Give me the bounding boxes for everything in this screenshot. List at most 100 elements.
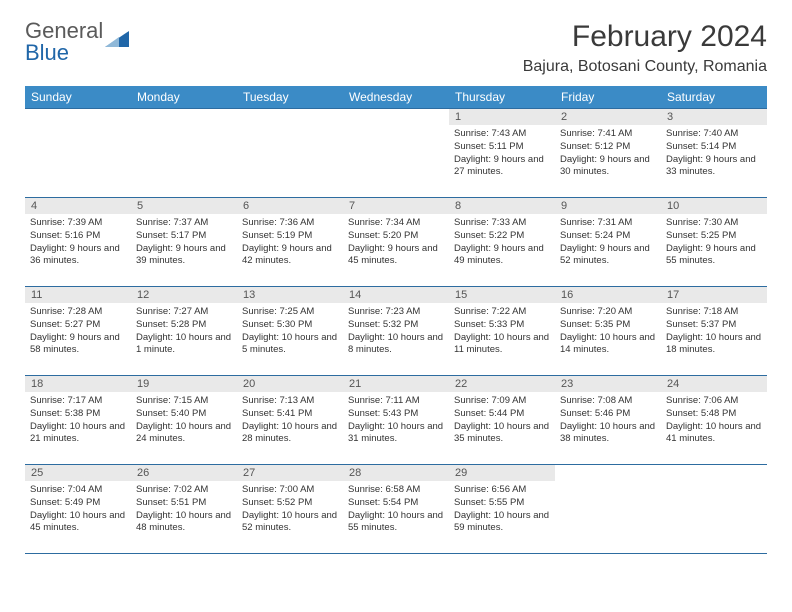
day-number bbox=[343, 109, 449, 113]
daylight-text: Daylight: 10 hours and 11 minutes. bbox=[454, 332, 550, 358]
sunrise-text: Sunrise: 7:36 AM bbox=[242, 217, 338, 230]
day-number: 11 bbox=[25, 287, 131, 303]
sunset-text: Sunset: 5:54 PM bbox=[348, 497, 444, 510]
daylight-text: Daylight: 9 hours and 49 minutes. bbox=[454, 243, 550, 269]
calendar-day-cell: 26Sunrise: 7:02 AMSunset: 5:51 PMDayligh… bbox=[131, 465, 237, 554]
daylight-text: Daylight: 9 hours and 45 minutes. bbox=[348, 243, 444, 269]
day-number: 16 bbox=[555, 287, 661, 303]
weekday-header: Friday bbox=[555, 86, 661, 109]
title-block: February 2024 Bajura, Botosani County, R… bbox=[523, 20, 767, 76]
day-details: Sunrise: 7:31 AMSunset: 5:24 PMDaylight:… bbox=[555, 214, 661, 271]
sunset-text: Sunset: 5:30 PM bbox=[242, 319, 338, 332]
daylight-text: Daylight: 10 hours and 21 minutes. bbox=[30, 421, 126, 447]
calendar-day-cell: 10Sunrise: 7:30 AMSunset: 5:25 PMDayligh… bbox=[661, 198, 767, 287]
day-number bbox=[237, 109, 343, 113]
sunset-text: Sunset: 5:19 PM bbox=[242, 230, 338, 243]
calendar-week-row: 25Sunrise: 7:04 AMSunset: 5:49 PMDayligh… bbox=[25, 465, 767, 554]
day-number: 18 bbox=[25, 376, 131, 392]
sunset-text: Sunset: 5:20 PM bbox=[348, 230, 444, 243]
day-number: 25 bbox=[25, 465, 131, 481]
logo-word2: Blue bbox=[25, 40, 69, 65]
daylight-text: Daylight: 10 hours and 31 minutes. bbox=[348, 421, 444, 447]
logo-text: General Blue bbox=[25, 20, 103, 64]
calendar-day-cell: 5Sunrise: 7:37 AMSunset: 5:17 PMDaylight… bbox=[131, 198, 237, 287]
day-number: 15 bbox=[449, 287, 555, 303]
day-number: 17 bbox=[661, 287, 767, 303]
calendar-day-cell: 22Sunrise: 7:09 AMSunset: 5:44 PMDayligh… bbox=[449, 376, 555, 465]
calendar-day-cell: 2Sunrise: 7:41 AMSunset: 5:12 PMDaylight… bbox=[555, 109, 661, 198]
sunset-text: Sunset: 5:55 PM bbox=[454, 497, 550, 510]
daylight-text: Daylight: 10 hours and 18 minutes. bbox=[666, 332, 762, 358]
day-details: Sunrise: 7:11 AMSunset: 5:43 PMDaylight:… bbox=[343, 392, 449, 449]
day-details: Sunrise: 7:40 AMSunset: 5:14 PMDaylight:… bbox=[661, 125, 767, 182]
calendar-day-cell: 11Sunrise: 7:28 AMSunset: 5:27 PMDayligh… bbox=[25, 287, 131, 376]
sunset-text: Sunset: 5:24 PM bbox=[560, 230, 656, 243]
day-details: Sunrise: 7:02 AMSunset: 5:51 PMDaylight:… bbox=[131, 481, 237, 538]
sunset-text: Sunset: 5:41 PM bbox=[242, 408, 338, 421]
calendar-table: Sunday Monday Tuesday Wednesday Thursday… bbox=[25, 86, 767, 554]
calendar-day-cell: 29Sunrise: 6:56 AMSunset: 5:55 PMDayligh… bbox=[449, 465, 555, 554]
calendar-day-cell: 28Sunrise: 6:58 AMSunset: 5:54 PMDayligh… bbox=[343, 465, 449, 554]
sunrise-text: Sunrise: 7:34 AM bbox=[348, 217, 444, 230]
daylight-text: Daylight: 10 hours and 8 minutes. bbox=[348, 332, 444, 358]
calendar-day-cell: 4Sunrise: 7:39 AMSunset: 5:16 PMDaylight… bbox=[25, 198, 131, 287]
day-details: Sunrise: 7:15 AMSunset: 5:40 PMDaylight:… bbox=[131, 392, 237, 449]
calendar-week-row: 1Sunrise: 7:43 AMSunset: 5:11 PMDaylight… bbox=[25, 109, 767, 198]
day-details: Sunrise: 7:00 AMSunset: 5:52 PMDaylight:… bbox=[237, 481, 343, 538]
day-number: 12 bbox=[131, 287, 237, 303]
daylight-text: Daylight: 10 hours and 28 minutes. bbox=[242, 421, 338, 447]
month-title: February 2024 bbox=[523, 20, 767, 54]
day-number: 13 bbox=[237, 287, 343, 303]
calendar-day-cell: 8Sunrise: 7:33 AMSunset: 5:22 PMDaylight… bbox=[449, 198, 555, 287]
sunset-text: Sunset: 5:51 PM bbox=[136, 497, 232, 510]
sunrise-text: Sunrise: 7:40 AM bbox=[666, 128, 762, 141]
day-details: Sunrise: 7:37 AMSunset: 5:17 PMDaylight:… bbox=[131, 214, 237, 271]
sunset-text: Sunset: 5:25 PM bbox=[666, 230, 762, 243]
day-number: 3 bbox=[661, 109, 767, 125]
day-number: 29 bbox=[449, 465, 555, 481]
sunset-text: Sunset: 5:32 PM bbox=[348, 319, 444, 332]
daylight-text: Daylight: 10 hours and 1 minute. bbox=[136, 332, 232, 358]
calendar-day-cell bbox=[343, 109, 449, 198]
sunset-text: Sunset: 5:43 PM bbox=[348, 408, 444, 421]
daylight-text: Daylight: 9 hours and 42 minutes. bbox=[242, 243, 338, 269]
sunrise-text: Sunrise: 7:43 AM bbox=[454, 128, 550, 141]
sunrise-text: Sunrise: 7:18 AM bbox=[666, 306, 762, 319]
calendar-day-cell: 14Sunrise: 7:23 AMSunset: 5:32 PMDayligh… bbox=[343, 287, 449, 376]
calendar-day-cell: 19Sunrise: 7:15 AMSunset: 5:40 PMDayligh… bbox=[131, 376, 237, 465]
sunset-text: Sunset: 5:11 PM bbox=[454, 141, 550, 154]
sunset-text: Sunset: 5:44 PM bbox=[454, 408, 550, 421]
day-number: 10 bbox=[661, 198, 767, 214]
day-number bbox=[131, 109, 237, 113]
calendar-day-cell: 1Sunrise: 7:43 AMSunset: 5:11 PMDaylight… bbox=[449, 109, 555, 198]
daylight-text: Daylight: 9 hours and 30 minutes. bbox=[560, 154, 656, 180]
triangle-icon bbox=[105, 29, 131, 56]
day-details: Sunrise: 7:39 AMSunset: 5:16 PMDaylight:… bbox=[25, 214, 131, 271]
calendar-body: 1Sunrise: 7:43 AMSunset: 5:11 PMDaylight… bbox=[25, 109, 767, 554]
sunset-text: Sunset: 5:16 PM bbox=[30, 230, 126, 243]
day-details: Sunrise: 7:13 AMSunset: 5:41 PMDaylight:… bbox=[237, 392, 343, 449]
calendar-day-cell: 15Sunrise: 7:22 AMSunset: 5:33 PMDayligh… bbox=[449, 287, 555, 376]
day-details: Sunrise: 7:17 AMSunset: 5:38 PMDaylight:… bbox=[25, 392, 131, 449]
sunrise-text: Sunrise: 7:08 AM bbox=[560, 395, 656, 408]
day-number: 22 bbox=[449, 376, 555, 392]
sunrise-text: Sunrise: 7:39 AM bbox=[30, 217, 126, 230]
daylight-text: Daylight: 9 hours and 58 minutes. bbox=[30, 332, 126, 358]
calendar-day-cell bbox=[661, 465, 767, 554]
weekday-header: Monday bbox=[131, 86, 237, 109]
sunrise-text: Sunrise: 7:04 AM bbox=[30, 484, 126, 497]
day-details: Sunrise: 7:20 AMSunset: 5:35 PMDaylight:… bbox=[555, 303, 661, 360]
sunset-text: Sunset: 5:22 PM bbox=[454, 230, 550, 243]
calendar-day-cell: 9Sunrise: 7:31 AMSunset: 5:24 PMDaylight… bbox=[555, 198, 661, 287]
sunrise-text: Sunrise: 7:20 AM bbox=[560, 306, 656, 319]
daylight-text: Daylight: 10 hours and 14 minutes. bbox=[560, 332, 656, 358]
sunset-text: Sunset: 5:28 PM bbox=[136, 319, 232, 332]
day-details: Sunrise: 7:08 AMSunset: 5:46 PMDaylight:… bbox=[555, 392, 661, 449]
sunrise-text: Sunrise: 7:30 AM bbox=[666, 217, 762, 230]
sunrise-text: Sunrise: 7:13 AM bbox=[242, 395, 338, 408]
day-details: Sunrise: 7:22 AMSunset: 5:33 PMDaylight:… bbox=[449, 303, 555, 360]
sunset-text: Sunset: 5:40 PM bbox=[136, 408, 232, 421]
daylight-text: Daylight: 10 hours and 48 minutes. bbox=[136, 510, 232, 536]
sunset-text: Sunset: 5:38 PM bbox=[30, 408, 126, 421]
calendar-week-row: 4Sunrise: 7:39 AMSunset: 5:16 PMDaylight… bbox=[25, 198, 767, 287]
